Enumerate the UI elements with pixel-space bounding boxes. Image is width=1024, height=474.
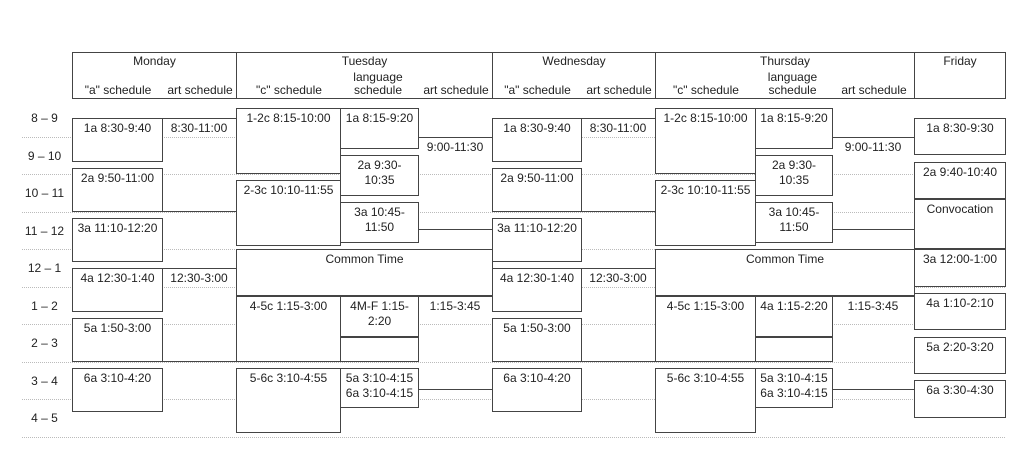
- art-block: 9:00-11:30: [832, 136, 914, 231]
- class-block: 5a 3:10-4:15 6a 3:10-4:15: [755, 367, 833, 409]
- class-block: 1-2c 8:15-10:00: [655, 108, 756, 174]
- class-block: 4a 12:30-1:40: [72, 267, 163, 312]
- hour-label: 9 – 10: [27, 148, 62, 163]
- day-name: Tuesday: [341, 54, 388, 68]
- class-block: 5-6c 3:10-4:55: [655, 367, 756, 434]
- art-block: 8:30-11:00: [581, 117, 655, 212]
- class-block: 1a 8:30-9:30: [914, 117, 1006, 156]
- day-name: Thursday: [759, 54, 811, 68]
- class-block: 5a 1:50-3:00: [72, 317, 163, 362]
- hour-label: 10 – 11: [24, 186, 65, 200]
- common-time-block: Common Time: [655, 249, 915, 296]
- hour-label: 2 – 3: [31, 336, 58, 350]
- common-time-block: Common Time: [236, 249, 493, 296]
- class-block: 5-6c 3:10-4:55: [236, 367, 341, 434]
- art-block: 1:15-3:45: [418, 295, 492, 390]
- class-block: 3a 10:45-11:50: [755, 202, 833, 243]
- class-block: 3a 11:10-12:20: [492, 217, 582, 262]
- class-block: 2a 9:30-10:35: [340, 155, 419, 196]
- day-name: Wednesday: [542, 54, 606, 68]
- class-block: 1a 8:15-9:20: [755, 108, 833, 149]
- class-block: 1a 8:30-9:40: [492, 117, 582, 162]
- class-block: 1a 8:15-9:20: [340, 108, 419, 149]
- class-block: 5a 1:50-3:00: [492, 317, 582, 362]
- art-block: 8:30-11:00: [162, 117, 236, 212]
- class-block: 4M-F 1:15-2:20: [340, 295, 419, 337]
- class-block: 2a 9:50-11:00: [72, 167, 163, 212]
- class-block: 2a 9:50-11:00: [492, 167, 582, 212]
- class-block: 6a 3:10-4:20: [492, 367, 582, 412]
- gridline: [22, 211, 1005, 213]
- day-header-thursday: Thursday "c" schedule language schedule art…: [655, 52, 915, 99]
- class-block: 2a 9:40-10:40: [914, 161, 1006, 199]
- class-block: 1-2c 8:15-10:00: [236, 108, 341, 174]
- class-block: 6a 3:10-4:20: [72, 367, 163, 412]
- class-block: 2a 9:30-10:35: [755, 155, 833, 196]
- class-block: 4-5c 1:15-3:00: [655, 295, 756, 362]
- hour-label: 1 – 2: [31, 298, 58, 313]
- class-block: 4a 1:15-2:20: [755, 295, 833, 337]
- class-block: 3a 11:10-12:20: [72, 217, 163, 262]
- schedule-type-label: art schedule: [423, 83, 489, 97]
- class-block: 2-3c 10:10-11:55: [655, 180, 756, 246]
- class-block: 3a 12:00-1:00: [914, 249, 1006, 287]
- schedule-type-label: art schedule: [841, 83, 907, 97]
- art-block: 1:15-3:45: [832, 295, 914, 390]
- day-name: Monday: [133, 54, 176, 68]
- class-block: [755, 336, 833, 362]
- class-block: 5a 3:10-4:15 6a 3:10-4:15: [340, 367, 419, 409]
- day-header-friday: Friday: [914, 52, 1006, 99]
- class-block: 4-5c 1:15-3:00: [236, 295, 341, 362]
- class-block: 4a 1:10-2:10: [914, 292, 1006, 331]
- class-block: 4a 12:30-1:40: [492, 267, 582, 312]
- hour-label: 4 – 5: [31, 411, 58, 425]
- day-header-tuesday: Tuesday "c" schedule language schedule art …: [236, 52, 493, 99]
- hour-label: 3 – 4: [31, 373, 58, 388]
- gridline: [22, 361, 1005, 363]
- schedule-type-label: "a" schedule: [84, 83, 152, 97]
- schedule-type-label: "c" schedule: [673, 83, 739, 97]
- schedule-type-label: art schedule: [586, 83, 652, 97]
- class-block: 3a 10:45-11:50: [340, 202, 419, 243]
- class-block: Convocation: [914, 199, 1006, 249]
- art-block: 12:30-3:00: [581, 267, 655, 362]
- day-name: Friday: [943, 54, 977, 68]
- class-block: [340, 336, 419, 362]
- hour-label: 12 – 1: [27, 261, 62, 275]
- hour-label: 11 – 12: [24, 223, 65, 238]
- class-block: 2-3c 10:10-11:55: [236, 180, 341, 246]
- schedule-type-label: "c" schedule: [256, 83, 322, 97]
- schedule-type-label: "a" schedule: [504, 83, 571, 97]
- day-header-wednesday: Wednesday "a" schedule art schedule: [492, 52, 656, 99]
- class-block: 6a 3:30-4:30: [914, 380, 1006, 418]
- schedule-type-label: art schedule: [167, 83, 233, 97]
- day-header-monday: Monday "a" schedule art schedule: [72, 52, 237, 99]
- art-block: 9:00-11:30: [418, 136, 492, 231]
- gridline: [22, 436, 1005, 438]
- class-block: 5a 2:20-3:20: [914, 336, 1006, 374]
- class-block: 1a 8:30-9:40: [72, 117, 163, 162]
- schedule-type-label: language schedule: [767, 70, 818, 97]
- art-block: 12:30-3:00: [162, 267, 236, 362]
- schedule-type-label: language schedule: [353, 70, 403, 97]
- hour-label: 8 – 9: [31, 111, 58, 125]
